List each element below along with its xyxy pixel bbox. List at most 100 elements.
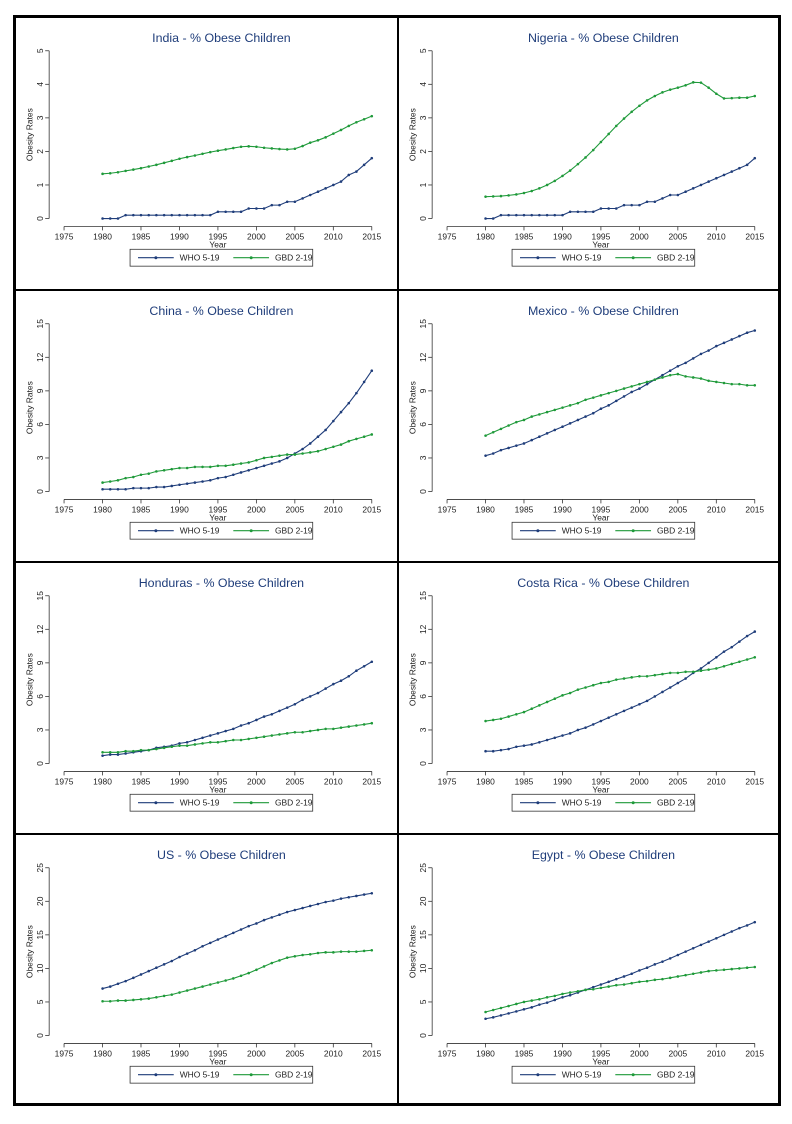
data-point [285,910,289,914]
data-point [193,465,197,469]
data-point [484,217,487,220]
y-axis-label: Obesity Rates [407,653,417,706]
legend-label: GBD 2-19 [657,526,695,536]
data-point [507,213,510,217]
data-point [116,170,120,174]
legend-marker [249,256,253,260]
data-point [561,694,564,697]
y-tick-label: 15 [35,930,45,940]
data-point [699,377,703,380]
data-point [178,157,181,161]
x-tick-label: 2000 [247,1048,266,1058]
y-tick-label: 15 [418,591,428,601]
data-point [599,986,603,990]
x-tick-label: 1995 [209,504,228,514]
data-point [355,170,358,173]
data-point [285,706,289,709]
data-point [584,686,587,689]
data-point [347,895,351,899]
legend-label: WHO 5-19 [180,253,220,263]
data-point [332,445,335,449]
data-point [715,936,718,940]
data-point [553,697,557,700]
data-point [193,948,197,952]
legend-marker [631,801,635,805]
data-point [178,742,181,745]
data-point [324,687,327,690]
data-point [139,748,143,752]
data-point [515,1002,518,1006]
data-point [285,732,289,735]
data-point [722,381,726,385]
legend-marker [249,1073,253,1077]
data-point [538,704,541,707]
data-point [324,136,327,139]
data-point [522,1000,526,1004]
data-point [116,982,120,986]
data-point [278,203,281,207]
data-point [491,430,495,434]
series-line-gbd [485,966,755,1013]
data-point [162,161,166,165]
data-point [193,743,197,746]
x-tick-label: 1985 [132,776,151,786]
y-tick-label: 3 [418,455,428,460]
data-point [530,999,534,1002]
data-point [530,189,534,193]
y-axis-label: Obesity Rates [24,653,34,706]
series-line-gbd [485,81,755,198]
y-tick-label: 6 [35,694,45,699]
data-point [730,170,734,173]
data-point [484,454,487,457]
data-point [224,739,227,743]
data-point [638,387,641,390]
x-tick-label: 2005 [668,504,687,514]
x-tick-label: 1980 [93,776,112,786]
data-point [224,210,227,214]
data-point [699,971,703,974]
data-point [239,738,243,742]
data-point [653,963,657,966]
data-point [285,200,289,204]
data-point [638,702,641,706]
data-point [622,387,626,390]
data-point [270,712,274,716]
data-point [753,630,757,633]
data-point [668,369,672,372]
data-point [170,959,174,963]
data-point [484,719,487,723]
legend-marker [536,801,540,805]
data-point [484,195,487,198]
x-tick-label: 2015 [362,504,381,514]
data-point [722,650,726,653]
data-point [561,734,564,737]
y-tick-label: 3 [418,115,428,120]
data-point [691,972,695,976]
data-point [178,466,181,470]
data-point [576,401,580,405]
data-point [684,361,687,365]
data-point [270,734,274,737]
y-tick-label: 0 [35,489,45,494]
y-tick-label: 0 [35,1033,45,1038]
data-point [278,454,281,457]
data-point [738,382,741,386]
data-point [661,197,664,200]
data-point [730,930,734,933]
data-point [630,972,633,976]
data-point [324,951,327,954]
data-point [247,461,250,464]
data-point [684,84,687,87]
x-tick-label: 1975 [55,504,74,514]
data-point [316,728,320,732]
data-point [285,956,289,959]
x-tick-label: 2010 [324,504,343,514]
data-point [324,187,327,190]
data-point [155,966,158,969]
data-point [347,950,351,953]
data-point [316,691,320,695]
legend-marker [631,256,635,260]
data-point [316,449,320,453]
data-point [293,908,297,912]
x-tick-label: 1975 [438,1048,457,1058]
